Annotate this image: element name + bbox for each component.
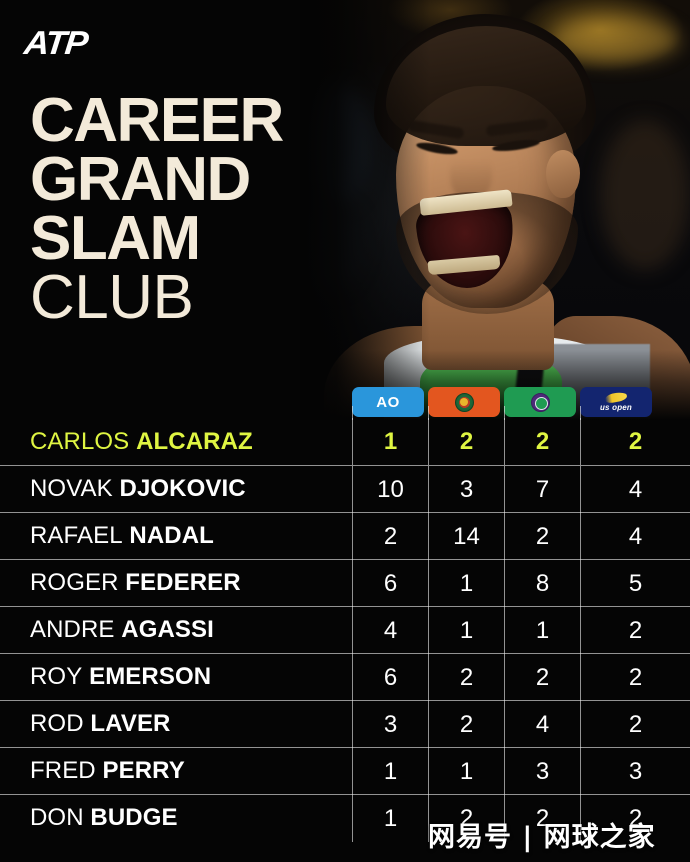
titles-wb-cell: 4 xyxy=(504,700,580,748)
player-first-name: ROGER xyxy=(30,569,119,596)
player-last-name: BUDGE xyxy=(90,804,178,831)
titles-uso-cell: 2 xyxy=(580,794,690,842)
player-first-name: ANDRE xyxy=(30,616,115,643)
player-first-name: NOVAK xyxy=(30,475,113,502)
player-last-name: ALCARAZ xyxy=(136,427,253,455)
player-name-cell: DON BUDGE xyxy=(0,804,352,832)
titles-uso-cell: 2 xyxy=(580,653,690,701)
player-name-cell: ROGER FEDERER xyxy=(0,569,352,597)
page-title: CAREER GRAND SLAM CLUB xyxy=(30,86,380,332)
titles-uso-cell: 2 xyxy=(580,418,690,465)
player-first-name: CARLOS xyxy=(30,427,130,455)
table-row: CARLOS ALCARAZ 1 2 2 2 xyxy=(0,418,690,465)
titles-rg-cell: 1 xyxy=(428,606,504,654)
title-line-2: GRAND xyxy=(30,144,251,214)
table-row: NOVAK DJOKOVIC 10 3 7 4 xyxy=(0,465,690,513)
titles-wb-cell: 8 xyxy=(504,559,580,607)
player-name-cell: ROY EMERSON xyxy=(0,663,352,691)
player-last-name: DJOKOVIC xyxy=(119,475,246,502)
us-open-logo: us open xyxy=(599,390,633,412)
us-open-icon[interactable]: us open xyxy=(580,387,652,417)
titles-ao-cell: 1 xyxy=(352,794,428,842)
watermark: 网易号 | 网球之家 xyxy=(428,822,656,853)
australian-open-label: AO xyxy=(376,393,400,411)
titles-wb-cell: 3 xyxy=(504,747,580,795)
player-first-name: ROY xyxy=(30,663,83,690)
us-open-flaming-ball-icon xyxy=(604,390,628,404)
player-name-cell: ROD LAVER xyxy=(0,710,352,738)
table-row: ROGER FEDERER 6 1 8 5 xyxy=(0,559,690,607)
tournament-badges: AO us open xyxy=(352,387,652,417)
titles-rg-cell: 1 xyxy=(428,559,504,607)
player-name-cell: FRED PERRY xyxy=(0,757,352,785)
player-ear xyxy=(546,150,580,198)
titles-ao-cell: 1 xyxy=(352,747,428,795)
titles-rg-cell: 3 xyxy=(428,465,504,513)
table-row: ANDRE AGASSI 4 1 1 2 xyxy=(0,606,690,654)
titles-rg-cell: 1 xyxy=(428,747,504,795)
titles-rg-cell: 2 xyxy=(428,794,504,842)
title-line-1: CAREER xyxy=(30,86,284,155)
player-last-name: NADAL xyxy=(129,522,214,549)
titles-rg-cell: 14 xyxy=(428,512,504,560)
titles-uso-cell: 5 xyxy=(580,559,690,607)
player-first-name: ROD xyxy=(30,710,84,737)
player-last-name: PERRY xyxy=(102,757,185,784)
titles-uso-cell: 2 xyxy=(580,606,690,654)
wimbledon-icon[interactable] xyxy=(504,387,576,417)
atp-logo: ATP xyxy=(22,24,89,61)
titles-uso-cell: 4 xyxy=(580,512,690,560)
titles-wb-cell: 1 xyxy=(504,606,580,654)
titles-ao-cell: 4 xyxy=(352,606,428,654)
titles-uso-cell: 2 xyxy=(580,700,690,748)
titles-uso-cell: 3 xyxy=(580,747,690,795)
wimbledon-crest xyxy=(530,392,550,412)
player-last-name: LAVER xyxy=(90,710,171,737)
titles-wb-cell: 2 xyxy=(504,418,580,465)
player-last-name: FEDERER xyxy=(125,569,241,596)
career-slam-table: CARLOS ALCARAZ 1 2 2 2 NOVAK DJOKOVIC 10 3 7 4 RAF… xyxy=(0,418,690,842)
roland-garros-crest xyxy=(454,392,474,412)
table-row: RAFAEL NADAL 2 14 2 4 xyxy=(0,512,690,560)
player-last-name: AGASSI xyxy=(121,616,214,643)
titles-wb-cell: 2 xyxy=(504,512,580,560)
roland-garros-icon[interactable] xyxy=(428,387,500,417)
titles-rg-cell: 2 xyxy=(428,700,504,748)
table-row: ROD LAVER 3 2 4 2 xyxy=(0,700,690,748)
titles-wb-cell: 2 xyxy=(504,794,580,842)
titles-ao-cell: 1 xyxy=(352,418,428,465)
titles-rg-cell: 2 xyxy=(428,653,504,701)
titles-wb-cell: 7 xyxy=(504,465,580,513)
player-first-name: DON xyxy=(30,804,84,831)
table-row: FRED PERRY 1 1 3 3 xyxy=(0,747,690,795)
titles-wb-cell: 2 xyxy=(504,653,580,701)
player-name-cell: RAFAEL NADAL xyxy=(0,522,352,550)
australian-open-icon[interactable]: AO xyxy=(352,387,424,417)
player-first-name: RAFAEL xyxy=(30,522,123,549)
player-name-cell: ANDRE AGASSI xyxy=(0,616,352,644)
titles-ao-cell: 2 xyxy=(352,512,428,560)
us-open-label: us open xyxy=(599,402,633,412)
title-line-3: SLAM xyxy=(30,203,201,273)
title-line-4: CLUB xyxy=(30,262,194,332)
titles-ao-cell: 3 xyxy=(352,700,428,748)
photo-blur-blob xyxy=(600,120,690,270)
titles-ao-cell: 6 xyxy=(352,559,428,607)
titles-rg-cell: 2 xyxy=(428,418,504,465)
table-row: ROY EMERSON 6 2 2 2 xyxy=(0,653,690,701)
player-name-cell: NOVAK DJOKOVIC xyxy=(0,475,352,503)
player-name-cell: CARLOS ALCARAZ xyxy=(0,428,352,456)
player-last-name: EMERSON xyxy=(89,663,212,690)
table-row: DON BUDGE 1 2 2 2 xyxy=(0,794,690,842)
titles-uso-cell: 4 xyxy=(580,465,690,513)
player-first-name: FRED xyxy=(30,757,96,784)
titles-ao-cell: 6 xyxy=(352,653,428,701)
titles-ao-cell: 10 xyxy=(352,465,428,513)
